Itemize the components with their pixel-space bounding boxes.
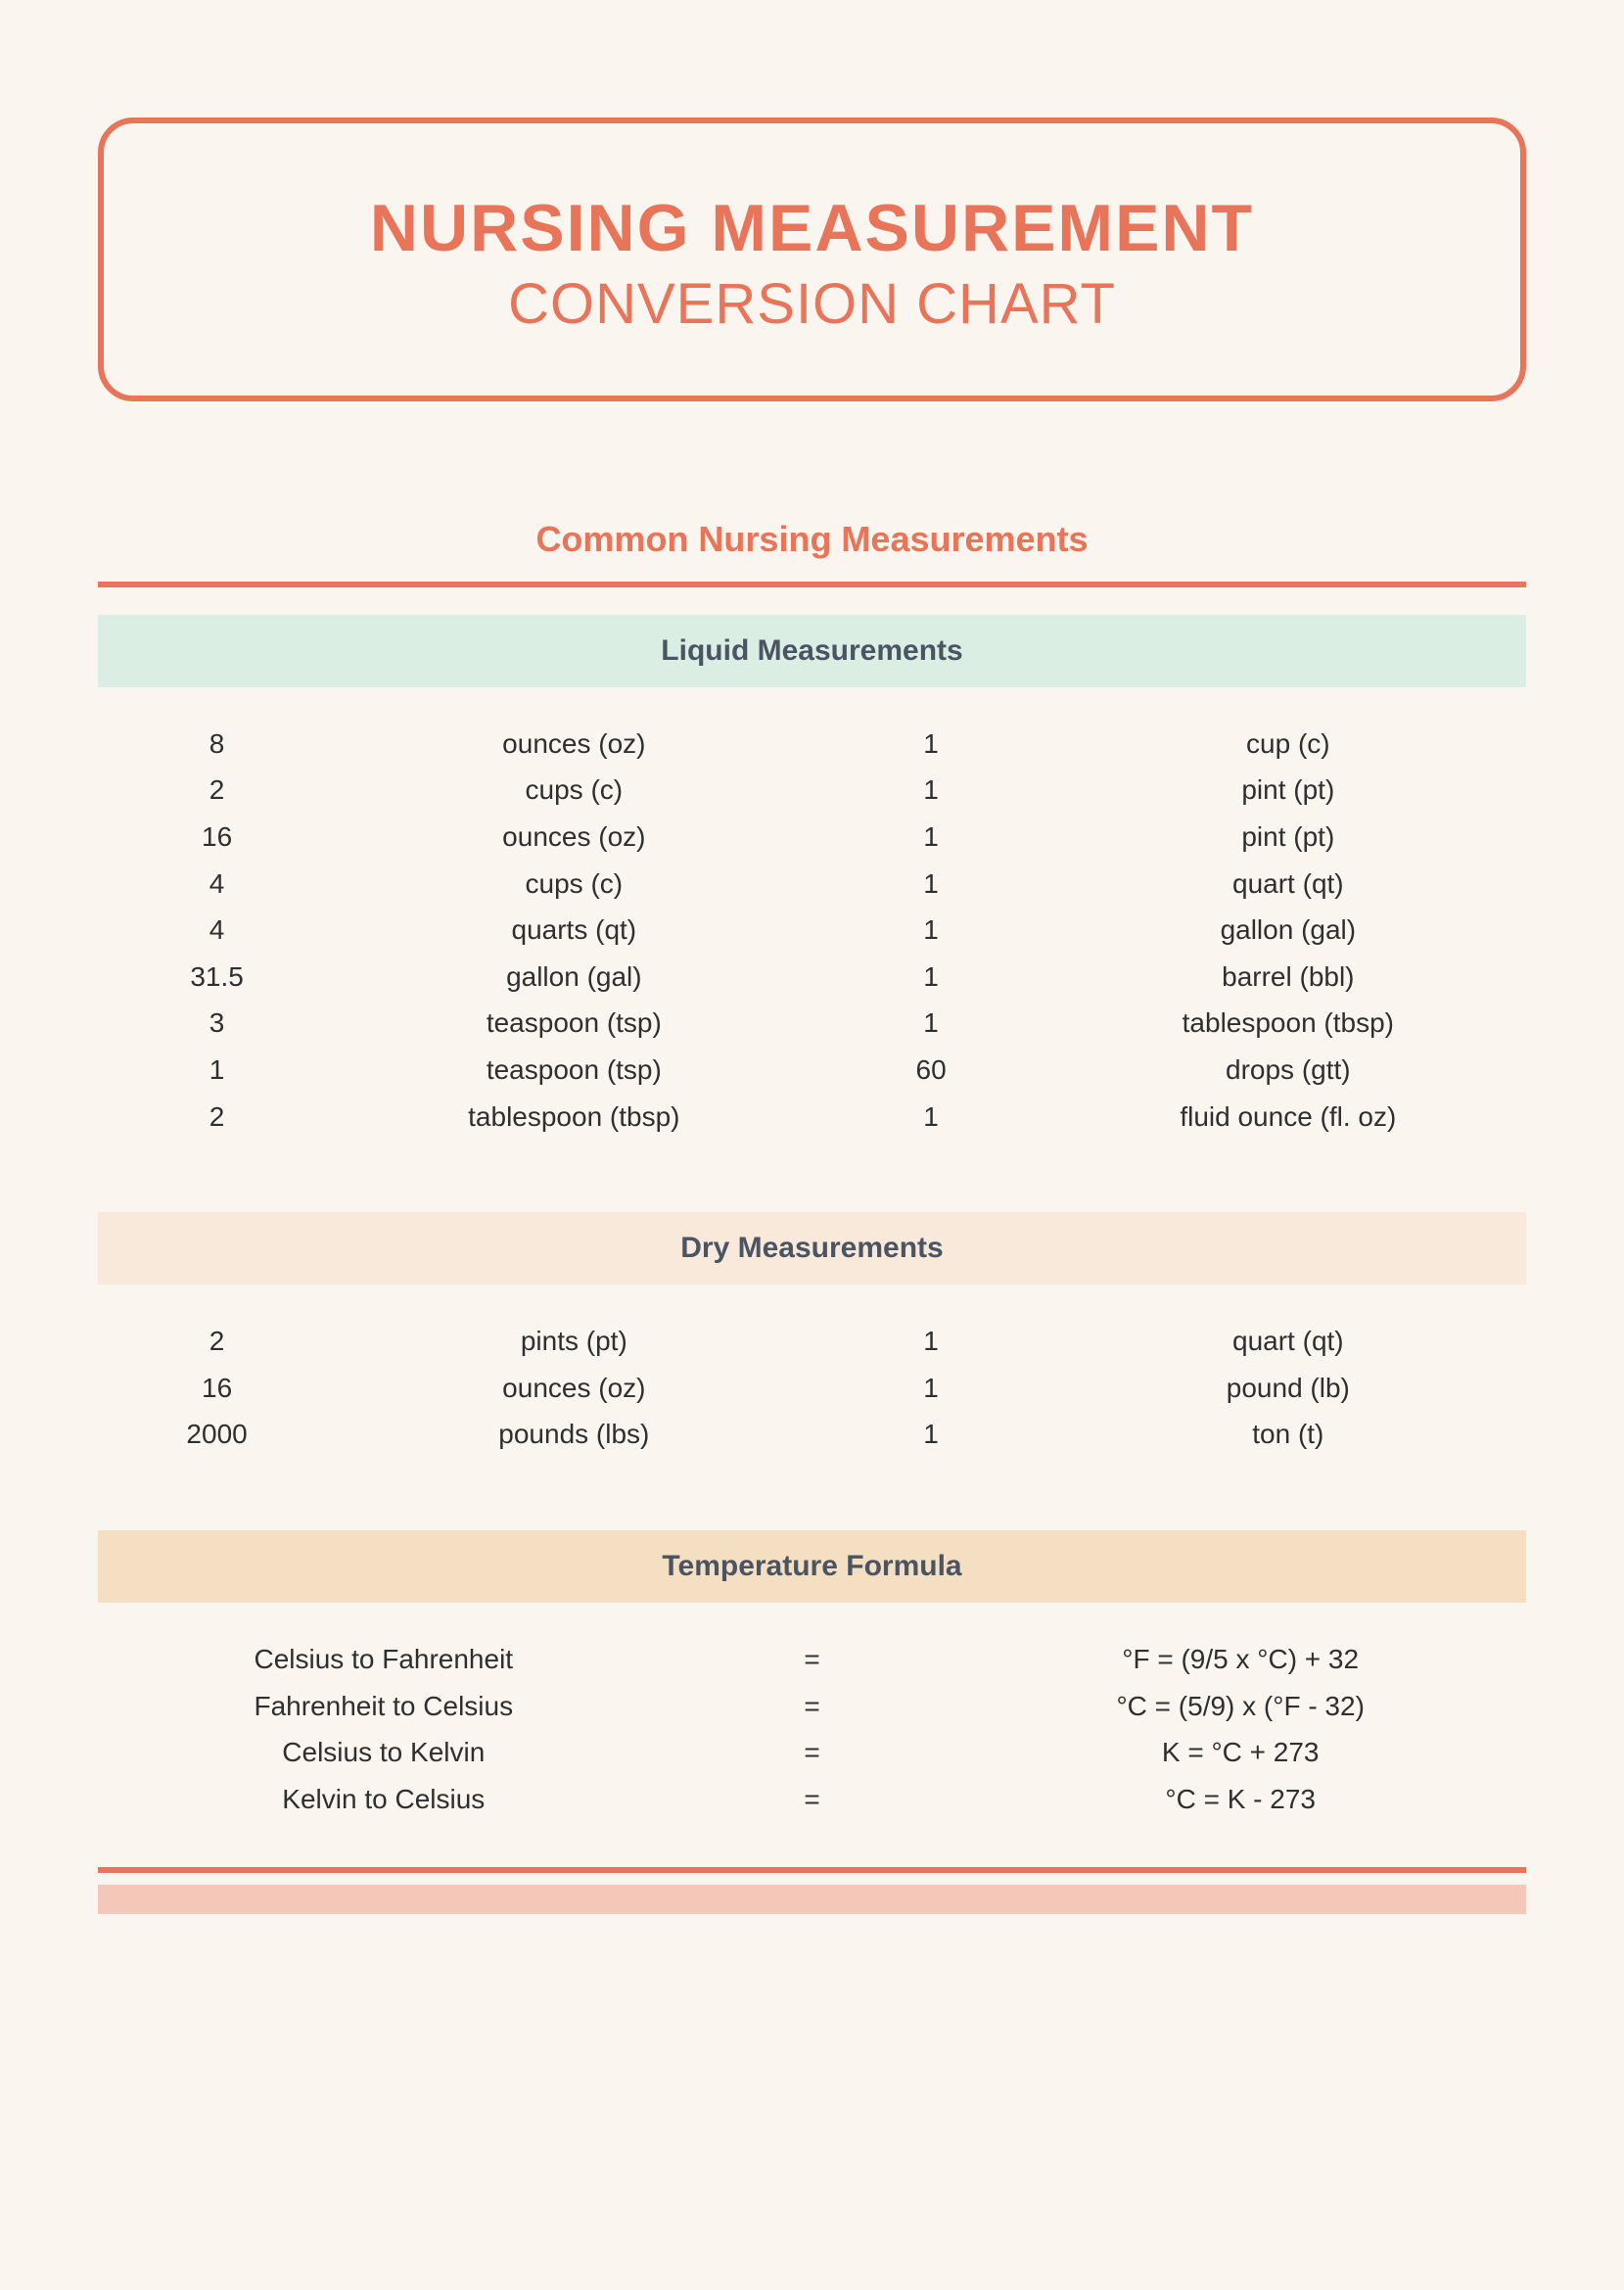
cell-qty-from: 2 [98,767,336,814]
table-row: Kelvin to Celsius=°C = K - 273 [98,1776,1526,1823]
cell-eq: = [670,1776,955,1823]
cell-eq: = [670,1636,955,1683]
cell-qty-to: 1 [812,1318,1050,1365]
temperature-rows: Celsius to Fahrenheit=°F = (9/5 x °C) + … [98,1603,1526,1867]
cell-name: Celsius to Fahrenheit [98,1636,670,1683]
cell-qty-from: 4 [98,861,336,908]
cell-qty-to: 1 [812,1365,1050,1412]
cell-qty-to: 1 [812,907,1050,954]
subheading: Common Nursing Measurements [98,519,1526,560]
liquid-rows: 8ounces (oz)1cup (c)2cups (c)1pint (pt)1… [98,687,1526,1185]
cell-unit-to: quart (qt) [1050,861,1526,908]
cell-qty-from: 31.5 [98,954,336,1001]
cell-unit-to: tablespoon (tbsp) [1050,1000,1526,1047]
cell-name: Fahrenheit to Celsius [98,1683,670,1730]
table-row: 2tablespoon (tbsp)1fluid ounce (fl. oz) [98,1094,1526,1141]
cell-qty-from: 2 [98,1094,336,1141]
cell-qty-from: 3 [98,1000,336,1047]
table-row: 8ounces (oz)1cup (c) [98,721,1526,768]
table-row: Celsius to Fahrenheit=°F = (9/5 x °C) + … [98,1636,1526,1683]
table-row: 31.5gallon (gal)1barrel (bbl) [98,954,1526,1001]
cell-unit-to: pound (lb) [1050,1365,1526,1412]
cell-unit-to: gallon (gal) [1050,907,1526,954]
cell-unit-from: teaspoon (tsp) [336,1047,812,1094]
cell-unit-from: ounces (oz) [336,721,812,768]
cell-qty-to: 60 [812,1047,1050,1094]
cell-qty-to: 1 [812,861,1050,908]
cell-eq: = [670,1729,955,1776]
cell-qty-from: 4 [98,907,336,954]
cell-unit-from: teaspoon (tsp) [336,1000,812,1047]
table-row: 4quarts (qt)1gallon (gal) [98,907,1526,954]
cell-qty-from: 8 [98,721,336,768]
cell-qty-to: 1 [812,1411,1050,1458]
cell-formula: °C = (5/9) x (°F - 32) [954,1683,1526,1730]
bottom-rule [98,1867,1526,1873]
cell-qty-to: 1 [812,721,1050,768]
section-header-temperature: Temperature Formula [98,1530,1526,1603]
cell-qty-to: 1 [812,954,1050,1001]
cell-unit-from: ounces (oz) [336,814,812,861]
title-box: NURSING MEASUREMENT CONVERSION CHART [98,117,1526,401]
cell-unit-to: quart (qt) [1050,1318,1526,1365]
cell-qty-to: 1 [812,767,1050,814]
cell-unit-from: gallon (gal) [336,954,812,1001]
cell-qty-from: 16 [98,1365,336,1412]
section-header-dry: Dry Measurements [98,1212,1526,1285]
cell-unit-to: cup (c) [1050,721,1526,768]
table-row: Fahrenheit to Celsius=°C = (5/9) x (°F -… [98,1683,1526,1730]
cell-unit-to: drops (gtt) [1050,1047,1526,1094]
dry-rows: 2pints (pt)1quart (qt)16ounces (oz)1poun… [98,1285,1526,1503]
table-row: 1teaspoon (tsp)60drops (gtt) [98,1047,1526,1094]
cell-unit-from: ounces (oz) [336,1365,812,1412]
cell-unit-to: pint (pt) [1050,767,1526,814]
bottom-bar [98,1885,1526,1914]
top-rule [98,582,1526,587]
cell-unit-from: pints (pt) [336,1318,812,1365]
table-row: 16ounces (oz)1pound (lb) [98,1365,1526,1412]
cell-name: Kelvin to Celsius [98,1776,670,1823]
table-row: 4cups (c)1quart (qt) [98,861,1526,908]
table-row: 3teaspoon (tsp)1tablespoon (tbsp) [98,1000,1526,1047]
cell-qty-to: 1 [812,814,1050,861]
cell-unit-from: quarts (qt) [336,907,812,954]
cell-qty-from: 2 [98,1318,336,1365]
cell-qty-from: 2000 [98,1411,336,1458]
cell-unit-from: tablespoon (tbsp) [336,1094,812,1141]
cell-name: Celsius to Kelvin [98,1729,670,1776]
table-row: 16ounces (oz)1pint (pt) [98,814,1526,861]
cell-qty-to: 1 [812,1000,1050,1047]
table-row: 2000pounds (lbs)1ton (t) [98,1411,1526,1458]
cell-qty-to: 1 [812,1094,1050,1141]
title-line-2: CONVERSION CHART [143,271,1481,337]
cell-unit-from: cups (c) [336,861,812,908]
cell-unit-to: pint (pt) [1050,814,1526,861]
cell-eq: = [670,1683,955,1730]
cell-unit-from: pounds (lbs) [336,1411,812,1458]
cell-qty-from: 1 [98,1047,336,1094]
title-line-1: NURSING MEASUREMENT [143,192,1481,265]
cell-unit-from: cups (c) [336,767,812,814]
cell-formula: K = °C + 273 [954,1729,1526,1776]
cell-unit-to: ton (t) [1050,1411,1526,1458]
section-header-liquid: Liquid Measurements [98,615,1526,687]
table-row: 2pints (pt)1quart (qt) [98,1318,1526,1365]
table-row: Celsius to Kelvin=K = °C + 273 [98,1729,1526,1776]
cell-qty-from: 16 [98,814,336,861]
cell-formula: °C = K - 273 [954,1776,1526,1823]
table-row: 2cups (c)1pint (pt) [98,767,1526,814]
cell-formula: °F = (9/5 x °C) + 32 [954,1636,1526,1683]
cell-unit-to: fluid ounce (fl. oz) [1050,1094,1526,1141]
cell-unit-to: barrel (bbl) [1050,954,1526,1001]
